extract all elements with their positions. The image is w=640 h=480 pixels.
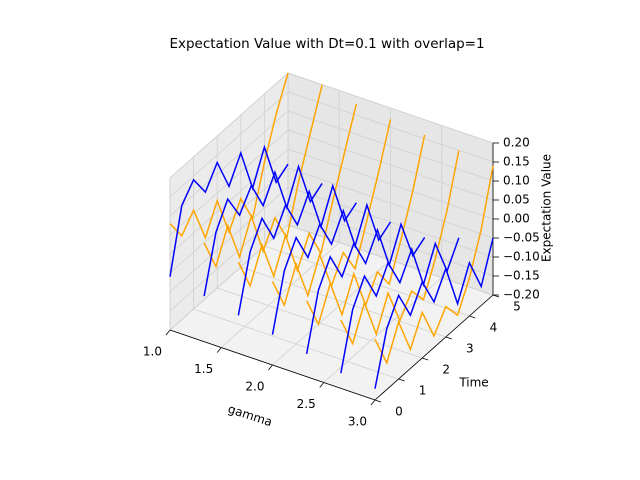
z-tick-label: −0.10	[503, 250, 540, 264]
z-tick-label: 0.05	[503, 193, 530, 207]
x-tick-label: 1.0	[143, 345, 162, 359]
series-line	[340, 150, 460, 346]
tick-mark	[165, 329, 171, 336]
grid-line	[287, 129, 494, 201]
x-tick-label: 2.0	[245, 380, 264, 394]
tick-mark	[445, 336, 452, 340]
x-tick-label: 2.5	[297, 397, 316, 411]
series-line	[203, 84, 323, 269]
tick-mark	[268, 364, 273, 371]
tick-mark	[370, 399, 376, 406]
series-line	[169, 144, 289, 277]
x-axis	[169, 329, 376, 401]
y-tick-label: 4	[490, 321, 498, 335]
y-tick-label: 5	[513, 300, 521, 314]
y-axis-label: Time	[458, 376, 488, 390]
tick-mark	[469, 315, 476, 319]
grid-line	[169, 72, 289, 179]
grid-line	[240, 266, 446, 338]
grid-line	[169, 91, 289, 198]
chart-title: Expectation Value with Dt=0.1 with overl…	[169, 36, 484, 52]
series-line	[203, 163, 323, 297]
z-tick-label: −0.05	[503, 231, 540, 245]
y-tick-label: 2	[442, 363, 450, 377]
x-axis-label: gamma	[226, 402, 274, 429]
z-tick-label: −0.15	[503, 269, 540, 283]
series-line	[305, 221, 426, 354]
tick-mark	[422, 357, 429, 361]
z-tick-label: 0.10	[503, 174, 530, 188]
z-tick-label: 0.15	[503, 155, 530, 169]
y-tick-label: 1	[419, 384, 427, 398]
grid-line	[287, 91, 494, 163]
series-line	[340, 237, 460, 374]
grid-line	[217, 287, 423, 359]
series-line	[271, 202, 392, 335]
grid-line	[287, 205, 494, 277]
z-tick-label: 0.20	[503, 136, 530, 150]
tick-mark	[216, 347, 222, 353]
series-line	[237, 103, 358, 288]
tick-mark	[374, 399, 382, 403]
grid-line	[193, 308, 399, 380]
grid-line	[323, 277, 443, 383]
y-tick-label: 3	[466, 342, 474, 356]
tick-mark	[319, 382, 325, 388]
tick-mark	[398, 378, 405, 382]
grid-line	[169, 110, 289, 217]
grid-line	[287, 167, 494, 239]
z-tick-label: −0.20	[503, 288, 540, 302]
grid-line	[169, 186, 289, 293]
series-line	[374, 237, 494, 389]
z-axis-label: Expectation Value	[540, 154, 554, 262]
y-axis	[374, 294, 494, 401]
series-line	[374, 165, 494, 365]
grid-line	[169, 167, 289, 274]
grid-line	[287, 148, 494, 220]
x-tick-label: 1.5	[194, 362, 213, 376]
grid-line	[169, 205, 289, 312]
x-tick-label: 3.0	[348, 415, 367, 429]
grid-line	[169, 224, 289, 331]
grid-line	[287, 110, 494, 182]
series-line	[169, 72, 289, 240]
series-line	[237, 183, 357, 316]
grid-line	[272, 259, 391, 366]
y-tick-label: 0	[395, 405, 403, 419]
z-tick-label: 0.00	[503, 212, 530, 226]
